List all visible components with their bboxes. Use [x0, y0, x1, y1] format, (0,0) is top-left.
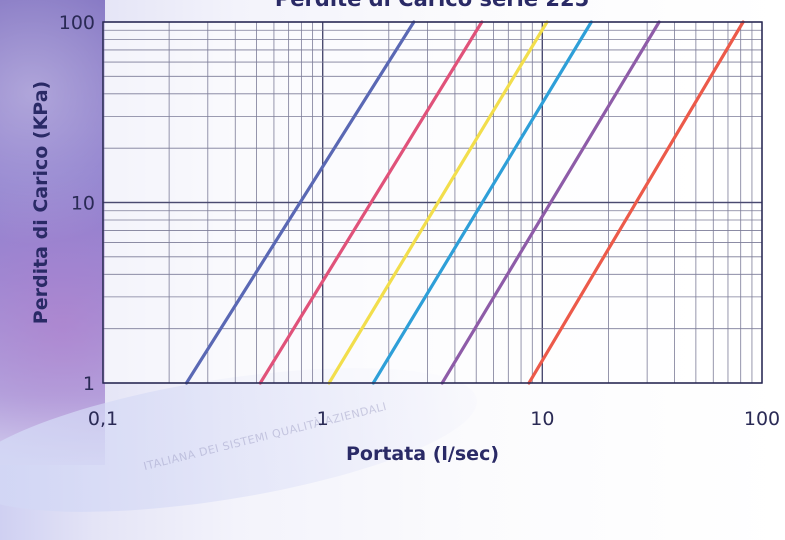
x-tick-label: 1 — [317, 408, 329, 430]
x-axis-label: Portata (l/sec) — [346, 443, 499, 465]
x-tick-labels: 0,1 1 10 100 — [88, 408, 780, 430]
series-line-6 — [527, 20, 745, 385]
series-line-1 — [184, 20, 416, 385]
series-line-3 — [327, 20, 549, 385]
y-axis-label: Perdita di Carico (KPa) — [30, 81, 52, 324]
x-tick-label: 0,1 — [88, 408, 118, 430]
series-group — [184, 20, 745, 385]
y-tick-label: 1 — [83, 373, 95, 395]
y-tick-labels: 1 10 100 — [59, 12, 95, 395]
grid — [102, 21, 763, 384]
series-line-5 — [440, 20, 661, 385]
x-tick-label: 10 — [530, 408, 554, 430]
y-tick-label: 100 — [59, 12, 95, 34]
chart-title: Perdite di Carico serie 225 — [275, 0, 589, 11]
y-tick-label: 10 — [71, 193, 95, 215]
plot-frame — [102, 21, 763, 384]
decorative-left-band — [0, 0, 105, 465]
series-line-4 — [371, 20, 593, 385]
series-line-2 — [258, 20, 484, 385]
x-tick-label: 100 — [744, 408, 780, 430]
